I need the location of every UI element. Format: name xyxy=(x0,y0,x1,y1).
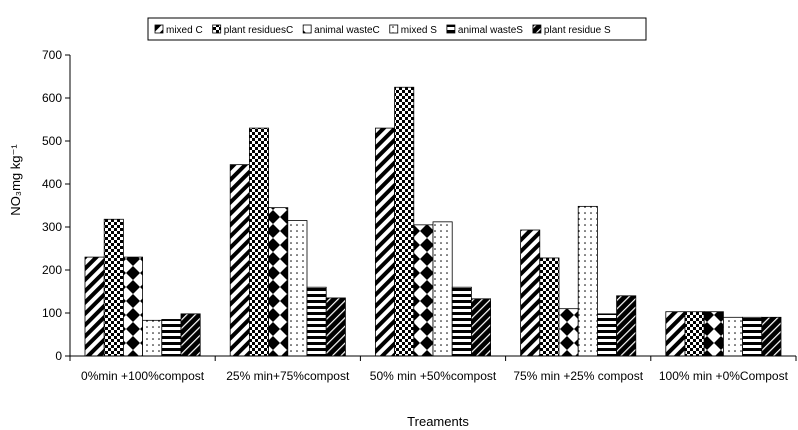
legend-item: mixed S xyxy=(389,24,437,36)
x-tick-label: 50% min +50%compost xyxy=(370,369,497,383)
bar xyxy=(558,308,579,357)
bar xyxy=(374,127,395,357)
bar xyxy=(394,86,415,357)
bar xyxy=(84,256,105,357)
legend-label: plant residue S xyxy=(544,25,611,36)
bar xyxy=(703,311,724,357)
y-axis: 0 100 200 300 400 500 600 700 xyxy=(42,48,71,363)
bar xyxy=(268,207,289,357)
bar xyxy=(665,311,686,357)
bar xyxy=(413,224,434,357)
y-axis-title: NO₃mg kg⁻¹ xyxy=(8,144,23,216)
bars xyxy=(84,86,782,357)
bar xyxy=(161,319,182,357)
legend-swatch xyxy=(532,24,542,34)
legend-item: plant residuesC xyxy=(212,24,293,36)
bar xyxy=(577,205,598,357)
bar xyxy=(470,298,491,357)
bar xyxy=(616,295,637,357)
bar xyxy=(142,319,163,357)
bar xyxy=(325,297,346,357)
y-tick-label: 100 xyxy=(42,306,62,320)
y-tick-label: 200 xyxy=(42,263,62,277)
bar xyxy=(597,313,618,357)
bar xyxy=(248,127,269,357)
y-tick-label: 700 xyxy=(42,48,62,62)
x-tick-label: 0%min +100%compost xyxy=(81,369,205,383)
bar xyxy=(742,316,763,357)
bar xyxy=(723,316,744,357)
bar xyxy=(432,221,453,357)
y-tick-label: 300 xyxy=(42,220,62,234)
x-tick-label: 75% min +25% compost xyxy=(513,369,643,383)
legend: mixed C plant residuesC animal wasteC mixed… xyxy=(147,17,647,41)
x-tick-label: 100% min +0%Compost xyxy=(659,369,789,383)
legend-item: animal wasteS xyxy=(446,24,523,36)
legend-swatch xyxy=(154,24,164,34)
bar xyxy=(287,220,308,357)
legend-item: mixed C xyxy=(154,24,203,36)
bar xyxy=(180,313,201,357)
bar xyxy=(761,316,782,357)
bar xyxy=(306,286,327,357)
bar xyxy=(684,311,705,357)
y-tick-label: 600 xyxy=(42,91,62,105)
bar xyxy=(539,257,560,357)
legend-label: animal wasteC xyxy=(314,25,380,36)
legend-label: animal wasteS xyxy=(458,25,523,36)
bar xyxy=(229,164,250,357)
bar xyxy=(520,229,541,357)
x-axis: 0%min +100%compost 25% min+75%compost 50% … xyxy=(69,355,797,383)
legend-swatch xyxy=(389,24,399,34)
legend-item: plant residue S xyxy=(532,24,611,36)
bar xyxy=(451,286,472,357)
legend-label: mixed S xyxy=(401,25,437,36)
x-tick-label: 25% min+75%compost xyxy=(226,369,350,383)
y-tick-label: 500 xyxy=(42,134,62,148)
legend-swatch xyxy=(302,24,312,34)
legend-swatch xyxy=(212,24,222,34)
bar xyxy=(103,218,124,357)
bar xyxy=(123,256,144,357)
y-tick-label: 0 xyxy=(55,349,62,363)
y-tick-label: 400 xyxy=(42,177,62,191)
legend-swatch xyxy=(446,24,456,34)
legend-item: animal wasteC xyxy=(302,24,380,36)
x-axis-title: Treaments xyxy=(407,414,469,429)
legend-label: mixed C xyxy=(166,25,203,36)
legend-label: plant residuesC xyxy=(224,25,293,36)
